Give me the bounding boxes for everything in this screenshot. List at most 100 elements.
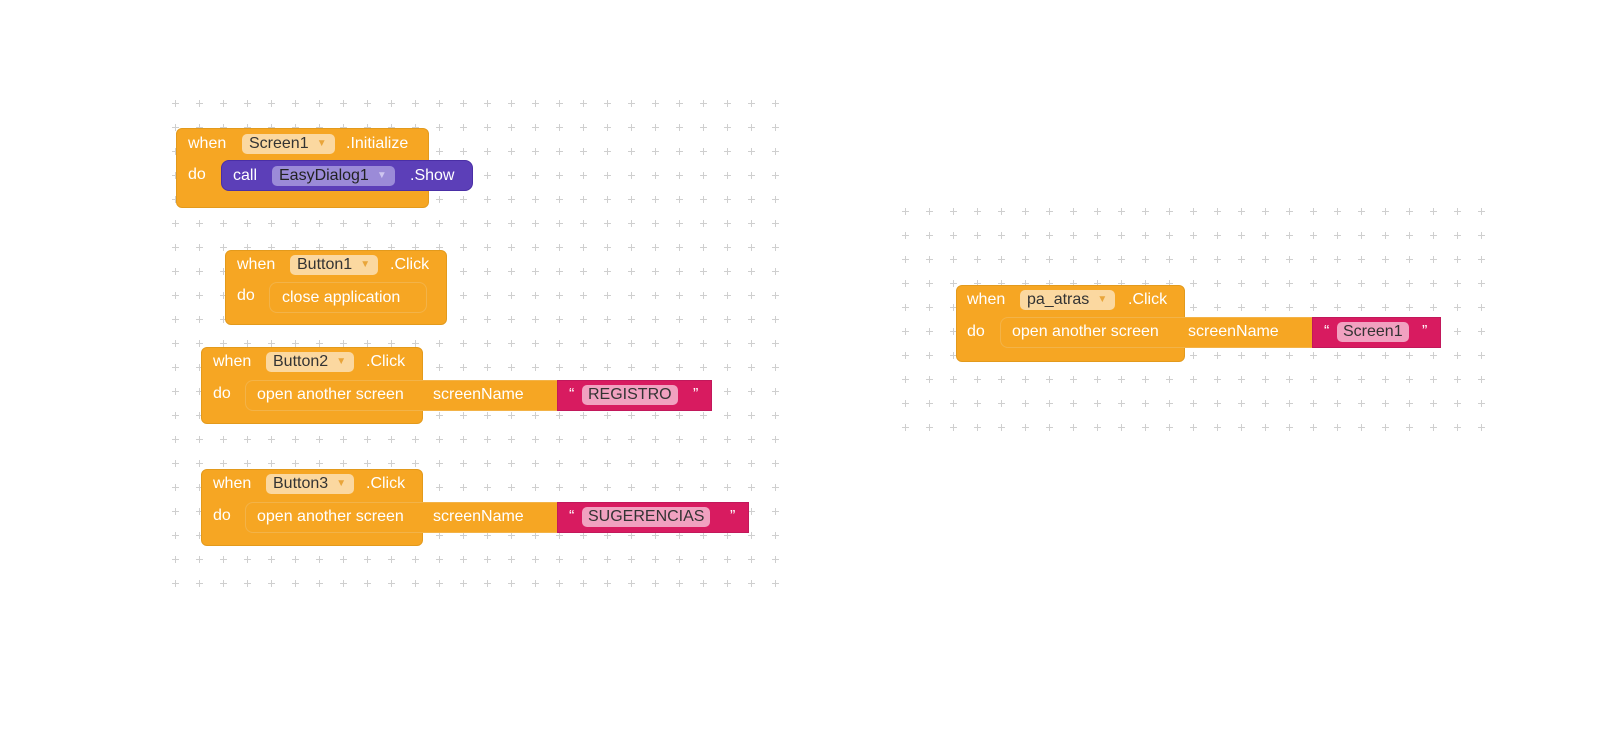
- component-dropdown-screen1[interactable]: Screen1 ▼: [242, 134, 335, 154]
- grid-mark: [604, 292, 611, 299]
- component-dropdown-easydialog[interactable]: EasyDialog1 ▼: [272, 166, 395, 186]
- component-dropdown-button2[interactable]: Button2 ▼: [266, 352, 355, 372]
- open-another-screen-block[interactable]: [245, 380, 567, 411]
- grid-mark: [292, 580, 299, 587]
- open-another-screen-block[interactable]: [245, 502, 567, 533]
- grid-mark: [926, 280, 933, 287]
- quote-open: “: [569, 386, 575, 403]
- grid-mark: [604, 580, 611, 587]
- grid-mark: [1022, 376, 1029, 383]
- grid-mark: [1358, 280, 1365, 287]
- grid-mark: [902, 424, 909, 431]
- grid-mark: [532, 316, 539, 323]
- grid-mark: [1478, 304, 1485, 311]
- grid-mark: [436, 148, 443, 155]
- grid-mark: [1334, 208, 1341, 215]
- grid-mark: [1070, 400, 1077, 407]
- grid-mark: [580, 436, 587, 443]
- component-dropdown-pa-atras[interactable]: pa_atras ▼: [1020, 290, 1116, 310]
- grid-mark: [196, 532, 203, 539]
- grid-mark: [748, 460, 755, 467]
- grid-mark: [1430, 208, 1437, 215]
- event-block-pa-atras-click[interactable]: when pa_atras ▼ .Click do open another s…: [956, 285, 1456, 365]
- grid-mark: [748, 172, 755, 179]
- grid-mark: [1094, 232, 1101, 239]
- grid-mark: [196, 340, 203, 347]
- grid-mark: [484, 556, 491, 563]
- dropdown-caret-icon: ▼: [316, 138, 327, 149]
- grid-mark: [196, 580, 203, 587]
- grid-mark: [532, 172, 539, 179]
- grid-mark: [1022, 400, 1029, 407]
- grid-mark: [926, 376, 933, 383]
- event-block-button3-click[interactable]: when Button3 ▼ .Click do open another sc…: [201, 469, 761, 549]
- grid-mark: [748, 100, 755, 107]
- grid-mark: [652, 292, 659, 299]
- grid-mark: [1070, 256, 1077, 263]
- grid-mark: [604, 268, 611, 275]
- grid-mark: [772, 388, 779, 395]
- grid-mark: [1382, 208, 1389, 215]
- event-block-button2-click[interactable]: when Button2 ▼ .Click do open another sc…: [201, 347, 721, 427]
- grid-mark: [676, 100, 683, 107]
- grid-mark: [316, 244, 323, 251]
- component-dropdown-button1[interactable]: Button1 ▼: [290, 255, 379, 275]
- grid-mark: [1118, 208, 1125, 215]
- grid-mark: [1334, 376, 1341, 383]
- grid-mark: [244, 340, 251, 347]
- component-dropdown-button3[interactable]: Button3 ▼: [266, 474, 355, 494]
- close-application-block[interactable]: [269, 282, 427, 313]
- grid-mark: [604, 484, 611, 491]
- string-value-field[interactable]: REGISTRO: [582, 385, 678, 405]
- event-block-button1-click[interactable]: when Button1 ▼ .Click do close applicati…: [225, 250, 455, 328]
- action-label: open another screen: [257, 386, 404, 403]
- grid-mark: [580, 100, 587, 107]
- grid-mark: [532, 244, 539, 251]
- grid-mark: [196, 460, 203, 467]
- grid-mark: [316, 436, 323, 443]
- grid-mark: [902, 400, 909, 407]
- string-value-field[interactable]: SUGERENCIAS: [582, 507, 711, 527]
- grid-mark: [1430, 376, 1437, 383]
- event-block-screen1-initialize[interactable]: when Screen1 ▼ .Initialize do call EasyD…: [176, 128, 476, 210]
- grid-mark: [460, 460, 467, 467]
- grid-mark: [172, 244, 179, 251]
- grid-mark: [580, 580, 587, 587]
- grid-mark: [508, 124, 515, 131]
- grid-mark: [460, 556, 467, 563]
- grid-mark: [532, 532, 539, 539]
- grid-mark: [604, 172, 611, 179]
- grid-mark: [998, 256, 1005, 263]
- grid-mark: [556, 244, 563, 251]
- grid-mark: [532, 196, 539, 203]
- grid-mark: [1358, 352, 1365, 359]
- grid-mark: [1262, 424, 1269, 431]
- grid-mark: [508, 556, 515, 563]
- grid-mark: [172, 340, 179, 347]
- open-another-screen-block[interactable]: [1000, 317, 1322, 348]
- grid-mark: [700, 148, 707, 155]
- string-value-field[interactable]: Screen1: [1337, 322, 1409, 342]
- grid-mark: [196, 244, 203, 251]
- grid-mark: [772, 268, 779, 275]
- grid-mark: [460, 196, 467, 203]
- grid-mark: [1310, 304, 1317, 311]
- grid-mark: [316, 220, 323, 227]
- do-label: do: [237, 287, 255, 304]
- grid-mark: [580, 556, 587, 563]
- grid-mark: [748, 316, 755, 323]
- grid-mark: [724, 100, 731, 107]
- grid-mark: [676, 364, 683, 371]
- quote-close: ”: [1422, 323, 1428, 340]
- grid-mark: [748, 388, 755, 395]
- grid-mark: [604, 556, 611, 563]
- grid-mark: [412, 100, 419, 107]
- grid-mark: [556, 340, 563, 347]
- grid-mark: [244, 244, 251, 251]
- grid-mark: [220, 220, 227, 227]
- grid-mark: [772, 460, 779, 467]
- grid-mark: [532, 460, 539, 467]
- grid-mark: [484, 340, 491, 347]
- grid-mark: [172, 532, 179, 539]
- grid-mark: [1094, 424, 1101, 431]
